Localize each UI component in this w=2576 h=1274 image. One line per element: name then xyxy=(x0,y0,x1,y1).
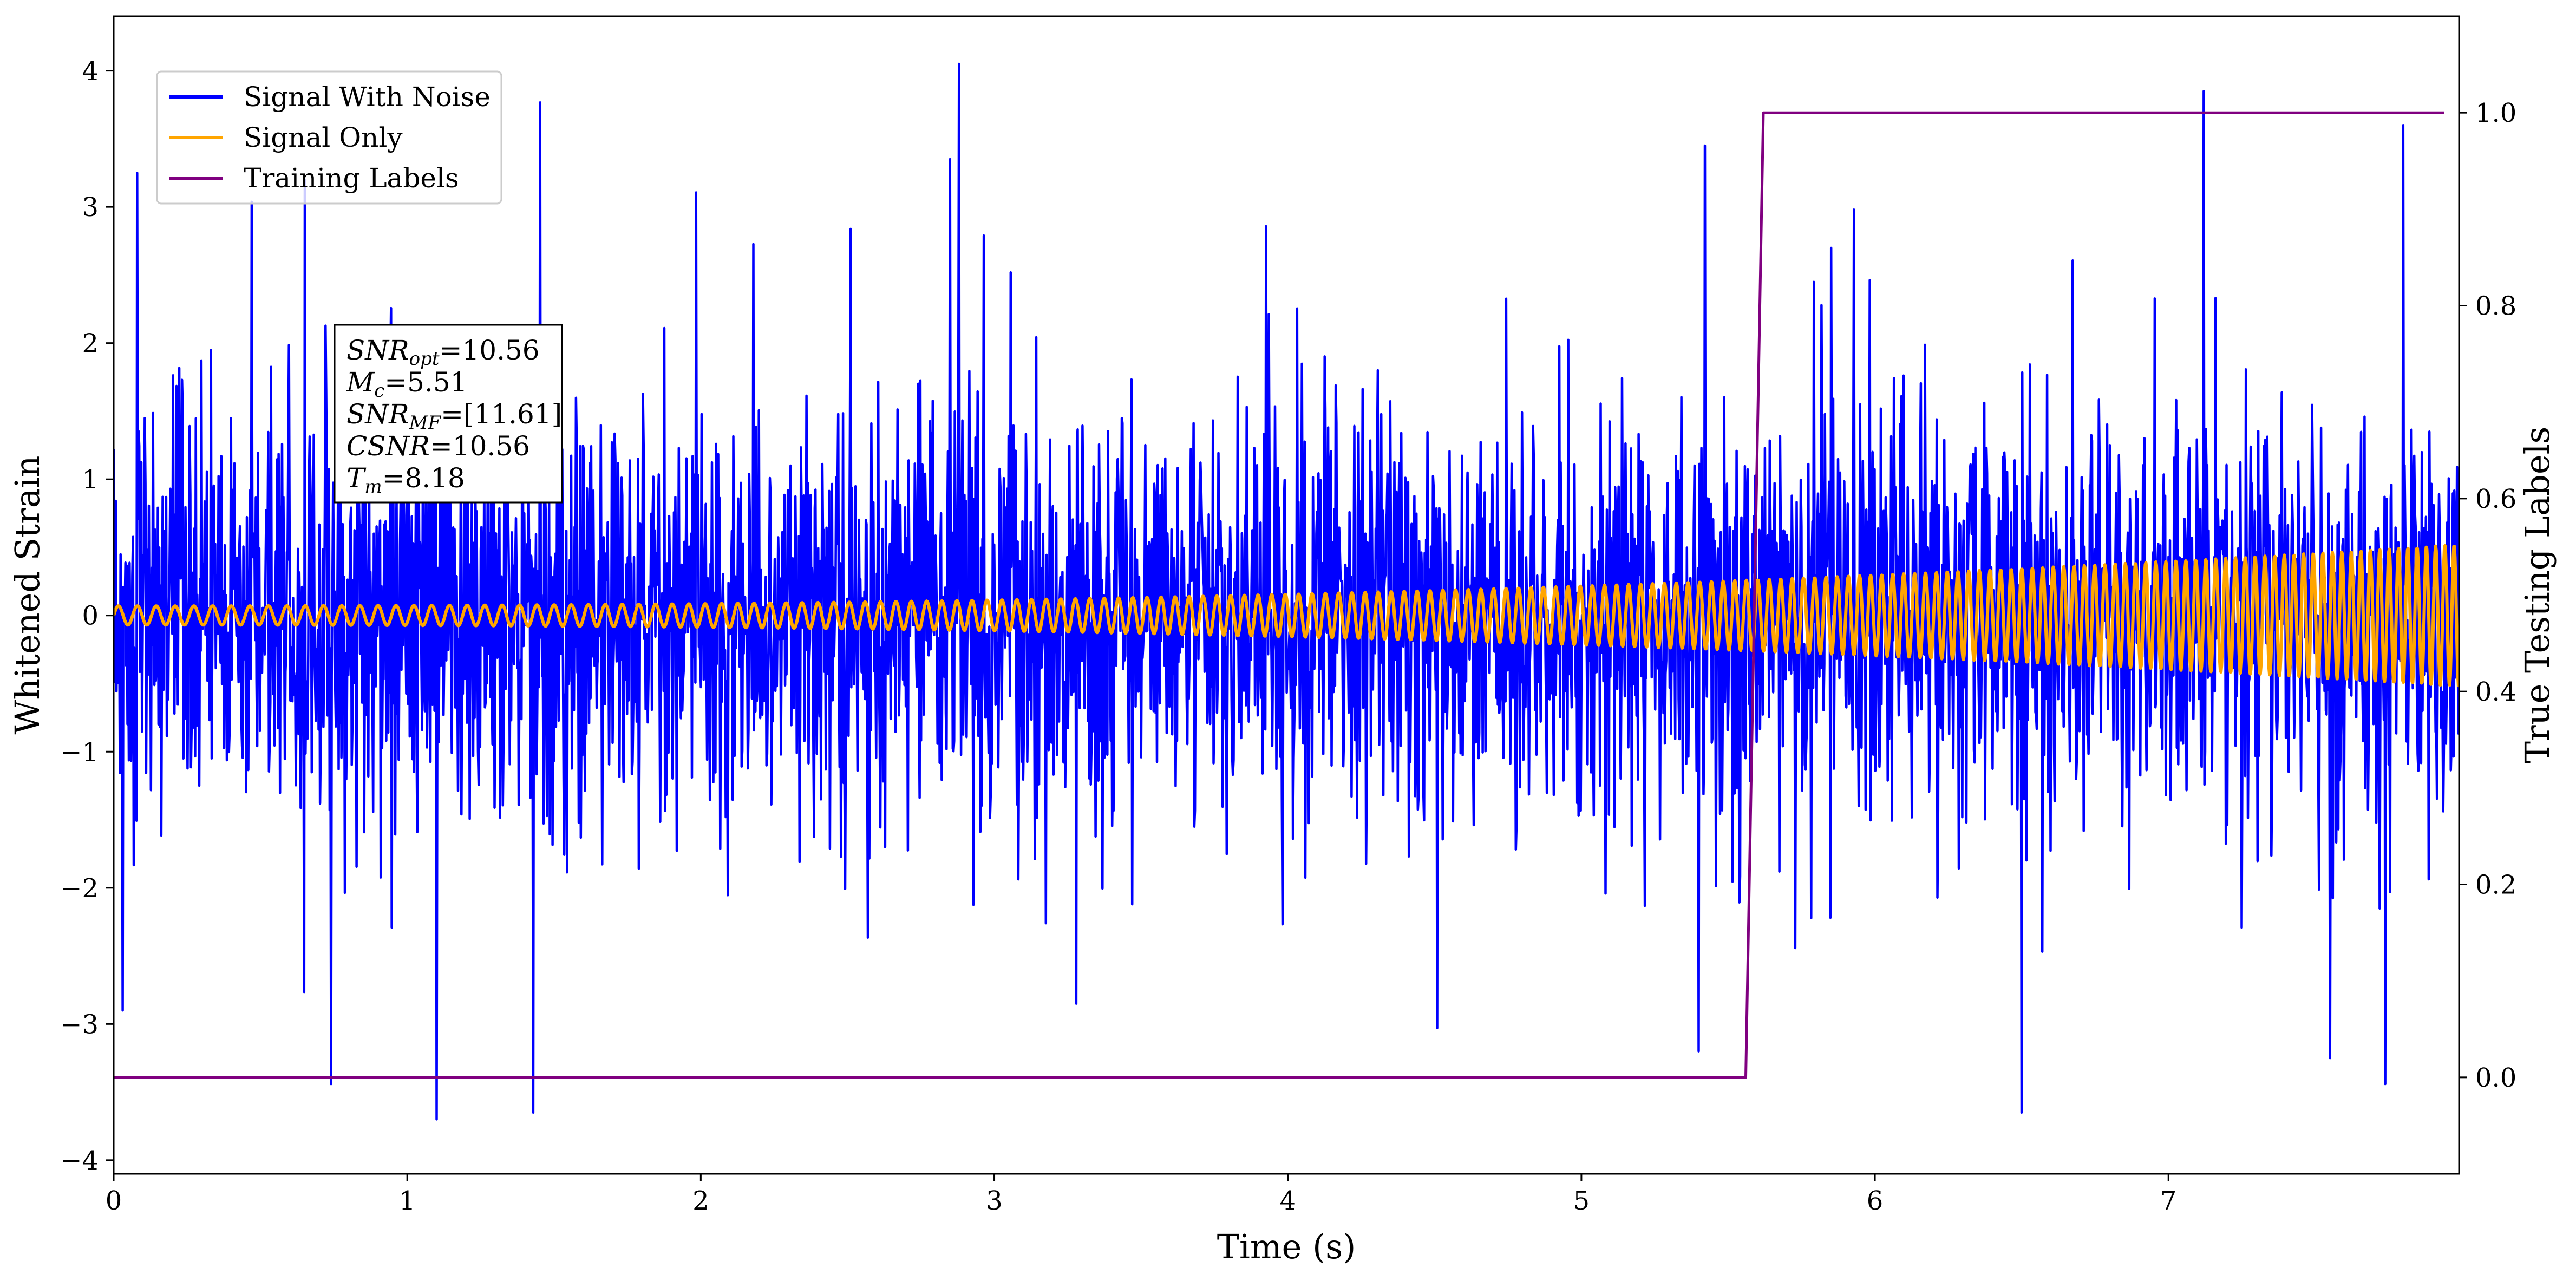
x-tick-label: 7 xyxy=(2160,1186,2177,1216)
legend: Signal With Noise Signal Only Training Lab… xyxy=(156,70,502,205)
legend-label: Signal Only xyxy=(244,122,403,153)
annotation-line: Mc=5.51 xyxy=(346,367,467,402)
y-axis-right-label: True Testing Labels xyxy=(2518,427,2557,764)
legend-label: Training Labels xyxy=(244,162,459,194)
ticks-layer: 0 1 2 3 4 5 6 7 −4 −3 −2 −1 0 1 2 3 4 0.0 0.2 0.4 0.6 0.8 1.0 xyxy=(60,56,2516,1216)
x-tick-label: 2 xyxy=(692,1186,709,1216)
series-line-signal-only xyxy=(114,544,2459,688)
plot-frame xyxy=(113,15,2460,1175)
legend-frame xyxy=(156,70,502,205)
y-right-tick-label: 0.4 xyxy=(2475,677,2516,707)
y-right-tick-label: 0.8 xyxy=(2475,291,2516,322)
x-tick-label: 1 xyxy=(399,1186,416,1216)
y-left-tick-label: 1 xyxy=(82,465,99,495)
annotation-line: CSNR=10.56 xyxy=(346,430,530,462)
x-tick-label: 4 xyxy=(1279,1186,1296,1216)
y-left-tick-label: −1 xyxy=(60,737,99,767)
y-right-tick-label: 0.0 xyxy=(2475,1063,2516,1093)
legend-label: Signal With Noise xyxy=(244,81,491,113)
y-left-tick-label: 4 xyxy=(82,56,99,87)
annotation-box: SNRopt=10.56Mc=5.51SNRMF=[11.61]CSNR=10.… xyxy=(334,324,563,504)
annotation-line: SNRopt=10.56 xyxy=(346,335,540,370)
annotation-line: SNRMF=[11.61] xyxy=(346,398,562,434)
x-tick-label: 5 xyxy=(1573,1186,1590,1216)
series-layer xyxy=(114,62,2459,1121)
y-axis-left-label: Whitened Strain xyxy=(8,456,47,735)
y-right-tick-label: 0.6 xyxy=(2475,484,2516,514)
x-tick-label: 3 xyxy=(986,1186,1003,1216)
y-left-tick-label: 2 xyxy=(82,329,99,359)
annotation-line: Tm=8.18 xyxy=(346,462,465,498)
series-line-training-labels xyxy=(114,111,2444,1079)
x-axis-label: Time (s) xyxy=(1217,1227,1356,1266)
y-right-tick-label: 0.2 xyxy=(2475,870,2516,900)
x-tick-label: 6 xyxy=(1867,1186,1884,1216)
x-tick-label: 0 xyxy=(106,1186,122,1216)
y-left-tick-label: −3 xyxy=(60,1009,99,1040)
y-right-tick-label: 1.0 xyxy=(2475,98,2516,128)
annotation-frame xyxy=(334,324,563,504)
y-left-tick-label: −4 xyxy=(60,1146,99,1176)
y-left-tick-label: 3 xyxy=(82,192,99,223)
y-left-tick-label: 0 xyxy=(82,601,99,631)
y-left-tick-label: −2 xyxy=(60,873,99,904)
